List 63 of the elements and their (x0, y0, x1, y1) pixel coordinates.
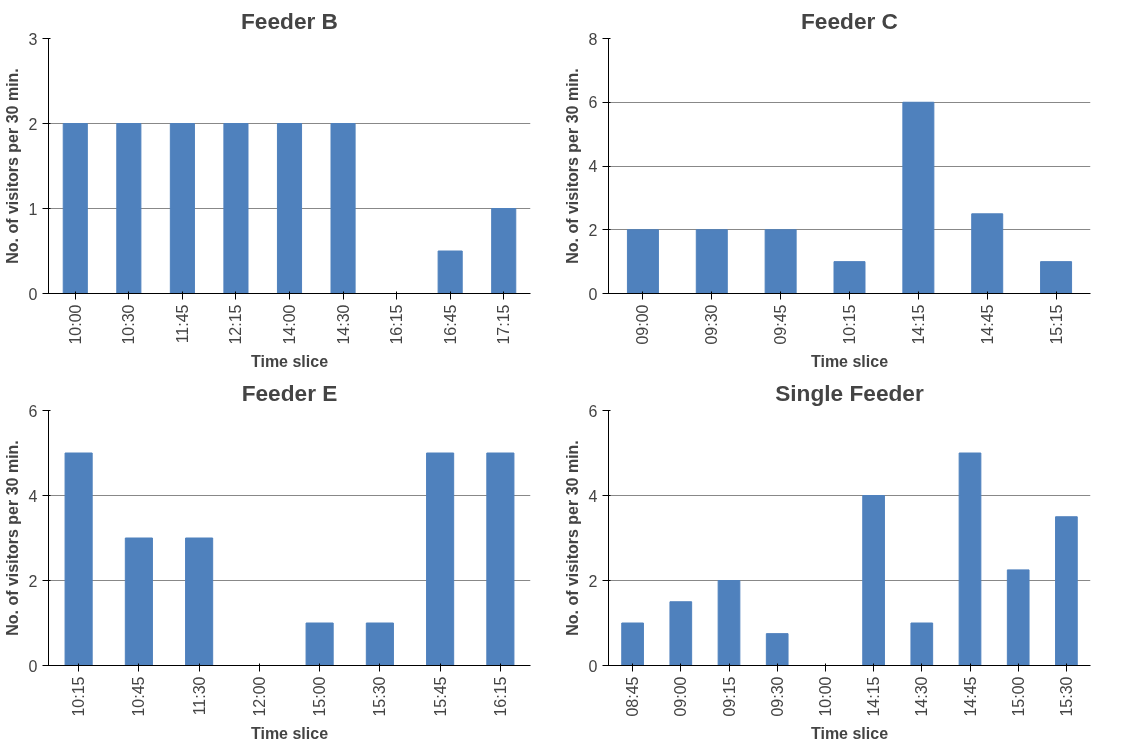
y-tick-label: 6 (28, 402, 38, 420)
x-tick-label: 16:15 (491, 676, 509, 717)
x-tick-label: 08:45 (624, 676, 642, 717)
chart-title: Feeder C (801, 7, 898, 34)
x-axis-title: Time slice (250, 724, 329, 742)
y-tick-label: 8 (588, 30, 598, 48)
x-tick-label: 10:45 (130, 676, 148, 717)
y-tick-label: 0 (28, 657, 38, 675)
x-tick-label: 14:30 (334, 304, 352, 345)
x-tick-label: 10:00 (66, 304, 84, 345)
x-tick-label: 09:00 (672, 676, 690, 717)
x-tick-label: 09:45 (772, 304, 790, 345)
y-tick-label: 0 (588, 657, 598, 675)
y-tick-label: 2 (588, 572, 598, 590)
x-tick-label: 15:15 (1047, 304, 1065, 345)
y-tick-label: 2 (28, 572, 38, 590)
y-axis-title: No. of visitors per 30 min. (563, 440, 581, 636)
x-tick-label: 17:15 (495, 304, 513, 345)
x-tick-label: 10:15 (70, 676, 88, 717)
x-tick-label: 15:30 (1057, 676, 1075, 717)
x-tick-label: 10:30 (120, 304, 138, 345)
y-tick-label: 4 (588, 158, 598, 175)
y-tick-label: 1 (28, 200, 38, 218)
y-axis-title: No. of visitors per 30 min. (3, 440, 21, 636)
x-tick-label: 15:00 (1009, 676, 1027, 717)
y-tick-label: 4 (28, 487, 38, 505)
x-tick-label: 14:45 (978, 304, 996, 345)
y-tick-label: 6 (588, 402, 598, 420)
y-tick-label: 2 (28, 115, 38, 133)
x-tick-label: 14:15 (909, 304, 927, 345)
y-tick-label: 0 (28, 285, 38, 303)
x-tick-label: 15:00 (311, 676, 329, 717)
y-axis-title: No. of visitors per 30 min. (563, 68, 581, 264)
x-tick-label: 10:00 (816, 676, 834, 717)
x-tick-label: 15:45 (431, 676, 449, 717)
x-tick-label: 12:15 (227, 304, 245, 345)
x-tick-label: 14:00 (281, 304, 298, 345)
x-tick-label: 14:45 (961, 676, 979, 717)
chart-title: Feeder E (241, 379, 338, 406)
x-tick-label: 09:00 (634, 304, 652, 345)
x-tick-label: 16:15 (388, 304, 406, 345)
x-tick-label: 16:45 (441, 304, 459, 345)
x-tick-label: 09:15 (720, 676, 738, 717)
x-tick-label: 11:30 (190, 676, 208, 716)
chart-title: Single Feeder (775, 379, 924, 406)
y-tick-label: 6 (588, 94, 598, 112)
x-axis-title: Time slice (250, 352, 329, 370)
x-tick-label: 11:45 (173, 304, 191, 344)
y-tick-label: 2 (588, 221, 598, 239)
x-tick-label: 10:15 (841, 304, 858, 345)
x-tick-label: 14:15 (865, 676, 883, 717)
y-axis-title: No. of visitors per 30 min. (3, 68, 21, 264)
y-tick-label: 3 (28, 30, 38, 48)
x-axis-title: Time slice (810, 352, 889, 370)
x-axis-title: Time slice (810, 724, 889, 742)
x-tick-label: 15:30 (371, 676, 389, 717)
x-tick-label: 09:30 (768, 676, 786, 717)
chart-title: Feeder B (241, 7, 338, 34)
y-tick-label: 4 (588, 487, 598, 505)
x-tick-label: 14:30 (913, 676, 931, 717)
x-tick-label: 12:00 (250, 676, 268, 717)
x-tick-label: 09:30 (703, 304, 721, 345)
y-tick-label: 0 (588, 285, 598, 303)
